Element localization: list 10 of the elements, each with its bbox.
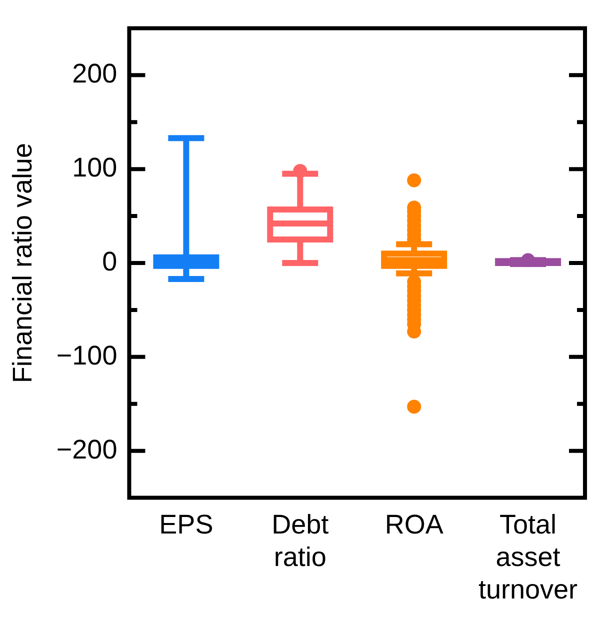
y-tick-label: −100 <box>56 340 118 370</box>
x-tick-label: Total asset turnover <box>478 509 578 604</box>
y-axis-title: Financial ratio value <box>8 142 38 384</box>
y-tick-label: 100 <box>72 152 118 183</box>
x-tick-label: EPS <box>159 509 214 540</box>
y-tick-label: −200 <box>56 434 118 464</box>
y-tick-label: 200 <box>72 58 118 89</box>
x-tick-label: Debt ratio <box>272 509 330 572</box>
y-tick-label: 0 <box>102 246 118 276</box>
x-tick-label: ROA <box>384 509 444 540</box>
